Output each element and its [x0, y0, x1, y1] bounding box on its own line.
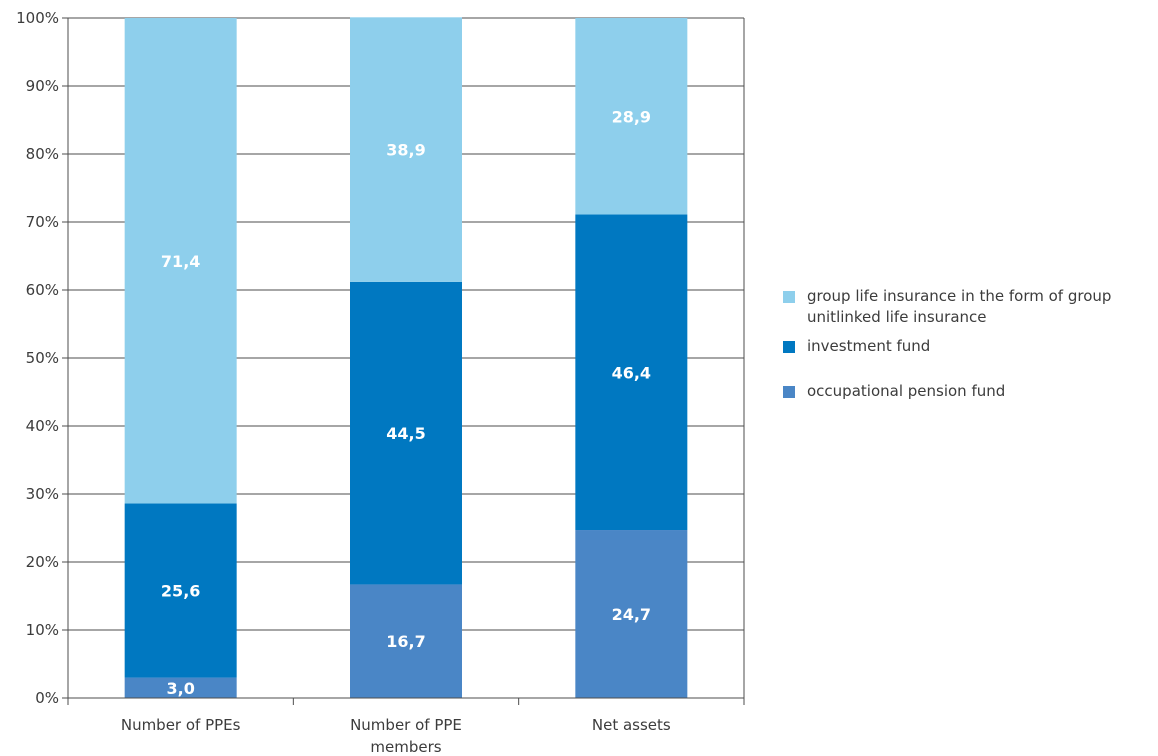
y-tick-label: 0%: [35, 689, 59, 707]
y-tick-label: 50%: [26, 349, 59, 367]
category-label: Number of PPEs: [121, 716, 241, 734]
category-label: Net assets: [592, 716, 671, 734]
bar-segment: [575, 530, 688, 698]
y-tick-label: 90%: [26, 77, 59, 95]
legend-label: unitlinked life insurance: [807, 308, 987, 326]
y-tick-label: 10%: [26, 621, 59, 639]
legend-item: occupational pension fund: [783, 381, 1155, 402]
bar-segment: [350, 17, 462, 282]
y-tick-label: 40%: [26, 417, 59, 435]
legend-swatch: [783, 386, 795, 398]
bar-segment: [350, 281, 462, 585]
legend: group life insurance in the form of grou…: [783, 286, 1155, 402]
data-label: 38,9: [386, 141, 425, 160]
bar-segment: [124, 677, 237, 698]
data-label: 46,4: [612, 363, 651, 382]
axes: 0% 10% 20% 30% 40% 50% 60% 70% 80% 90% 100% Number …: [16, 9, 745, 756]
category-label: members: [370, 738, 441, 756]
data-label: 3,0: [166, 679, 194, 698]
y-tick-label: 20%: [26, 553, 59, 571]
legend-label: group life insurance in the form of grou…: [807, 287, 1112, 305]
legend-label: investment fund: [807, 337, 931, 355]
legend-item: group life insurance in the form of grou…: [783, 286, 1155, 328]
data-label: 25,6: [161, 582, 200, 601]
bar-segment: [124, 503, 237, 678]
legend-label: occupational pension fund: [807, 382, 1006, 400]
legend-swatch: [783, 341, 795, 353]
bar-segment: [350, 584, 462, 698]
data-labels: 3,0 25,6 71,4 16,7 44,5 38,9 24,7 46,4 28,9: [161, 107, 651, 698]
data-label: 24,7: [612, 605, 651, 624]
data-label: 71,4: [161, 252, 200, 271]
y-tick-label: 60%: [26, 281, 59, 299]
bar-segment: [575, 18, 688, 215]
y-tick-label: 30%: [26, 485, 59, 503]
data-label: 28,9: [612, 107, 651, 126]
category-label: Number of PPE: [350, 716, 462, 734]
bar-segment: [575, 214, 688, 531]
y-tick-label: 70%: [26, 213, 59, 231]
y-tick-label: 100%: [16, 9, 59, 27]
data-label: 44,5: [386, 424, 425, 443]
legend-item: investment fund: [783, 336, 1155, 357]
data-label: 16,7: [386, 632, 425, 651]
y-tick-label: 80%: [26, 145, 59, 163]
bar-segment: [124, 18, 237, 504]
bars: [124, 17, 688, 698]
legend-swatch: [783, 291, 795, 303]
